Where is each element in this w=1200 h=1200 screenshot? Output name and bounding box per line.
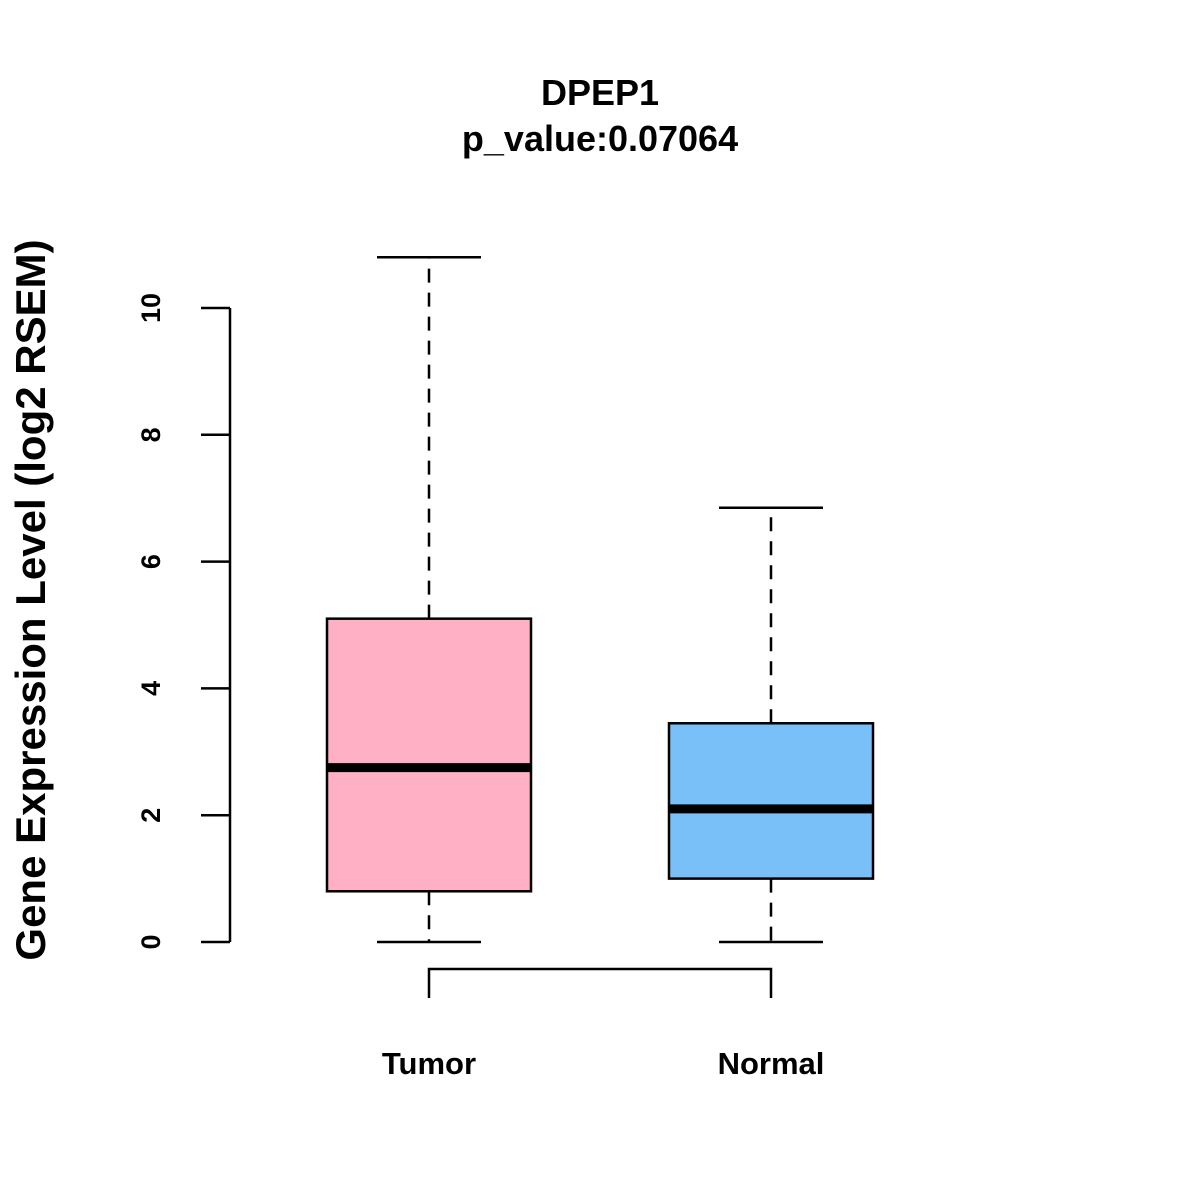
y-tick-label: 2	[136, 808, 166, 823]
box-normal	[667, 506, 875, 944]
x-category-label: Tumor	[382, 1046, 476, 1081]
y-tick-label: 0	[136, 934, 166, 949]
comparison-bracket	[427, 967, 773, 998]
y-tick-label: 4	[136, 681, 166, 696]
y-tick-label: 6	[136, 554, 166, 569]
iqr-box	[325, 617, 533, 893]
chart-title: DPEP1	[541, 72, 659, 113]
bracket-line	[427, 967, 773, 998]
y-tick-label: 8	[136, 427, 166, 442]
y-axis: 0 2 4 6 8 10	[136, 293, 232, 950]
chart-subtitle: p_value:0.07064	[462, 118, 738, 159]
y-tick-label: 10	[136, 293, 166, 323]
x-category-label: Normal	[718, 1046, 825, 1081]
y-axis-label: Gene Expression Level (log2 RSEM)	[7, 239, 54, 960]
iqr-box	[667, 722, 875, 880]
boxes	[325, 256, 875, 944]
category-labels: Tumor Normal	[382, 1046, 824, 1081]
box-tumor	[325, 256, 533, 944]
